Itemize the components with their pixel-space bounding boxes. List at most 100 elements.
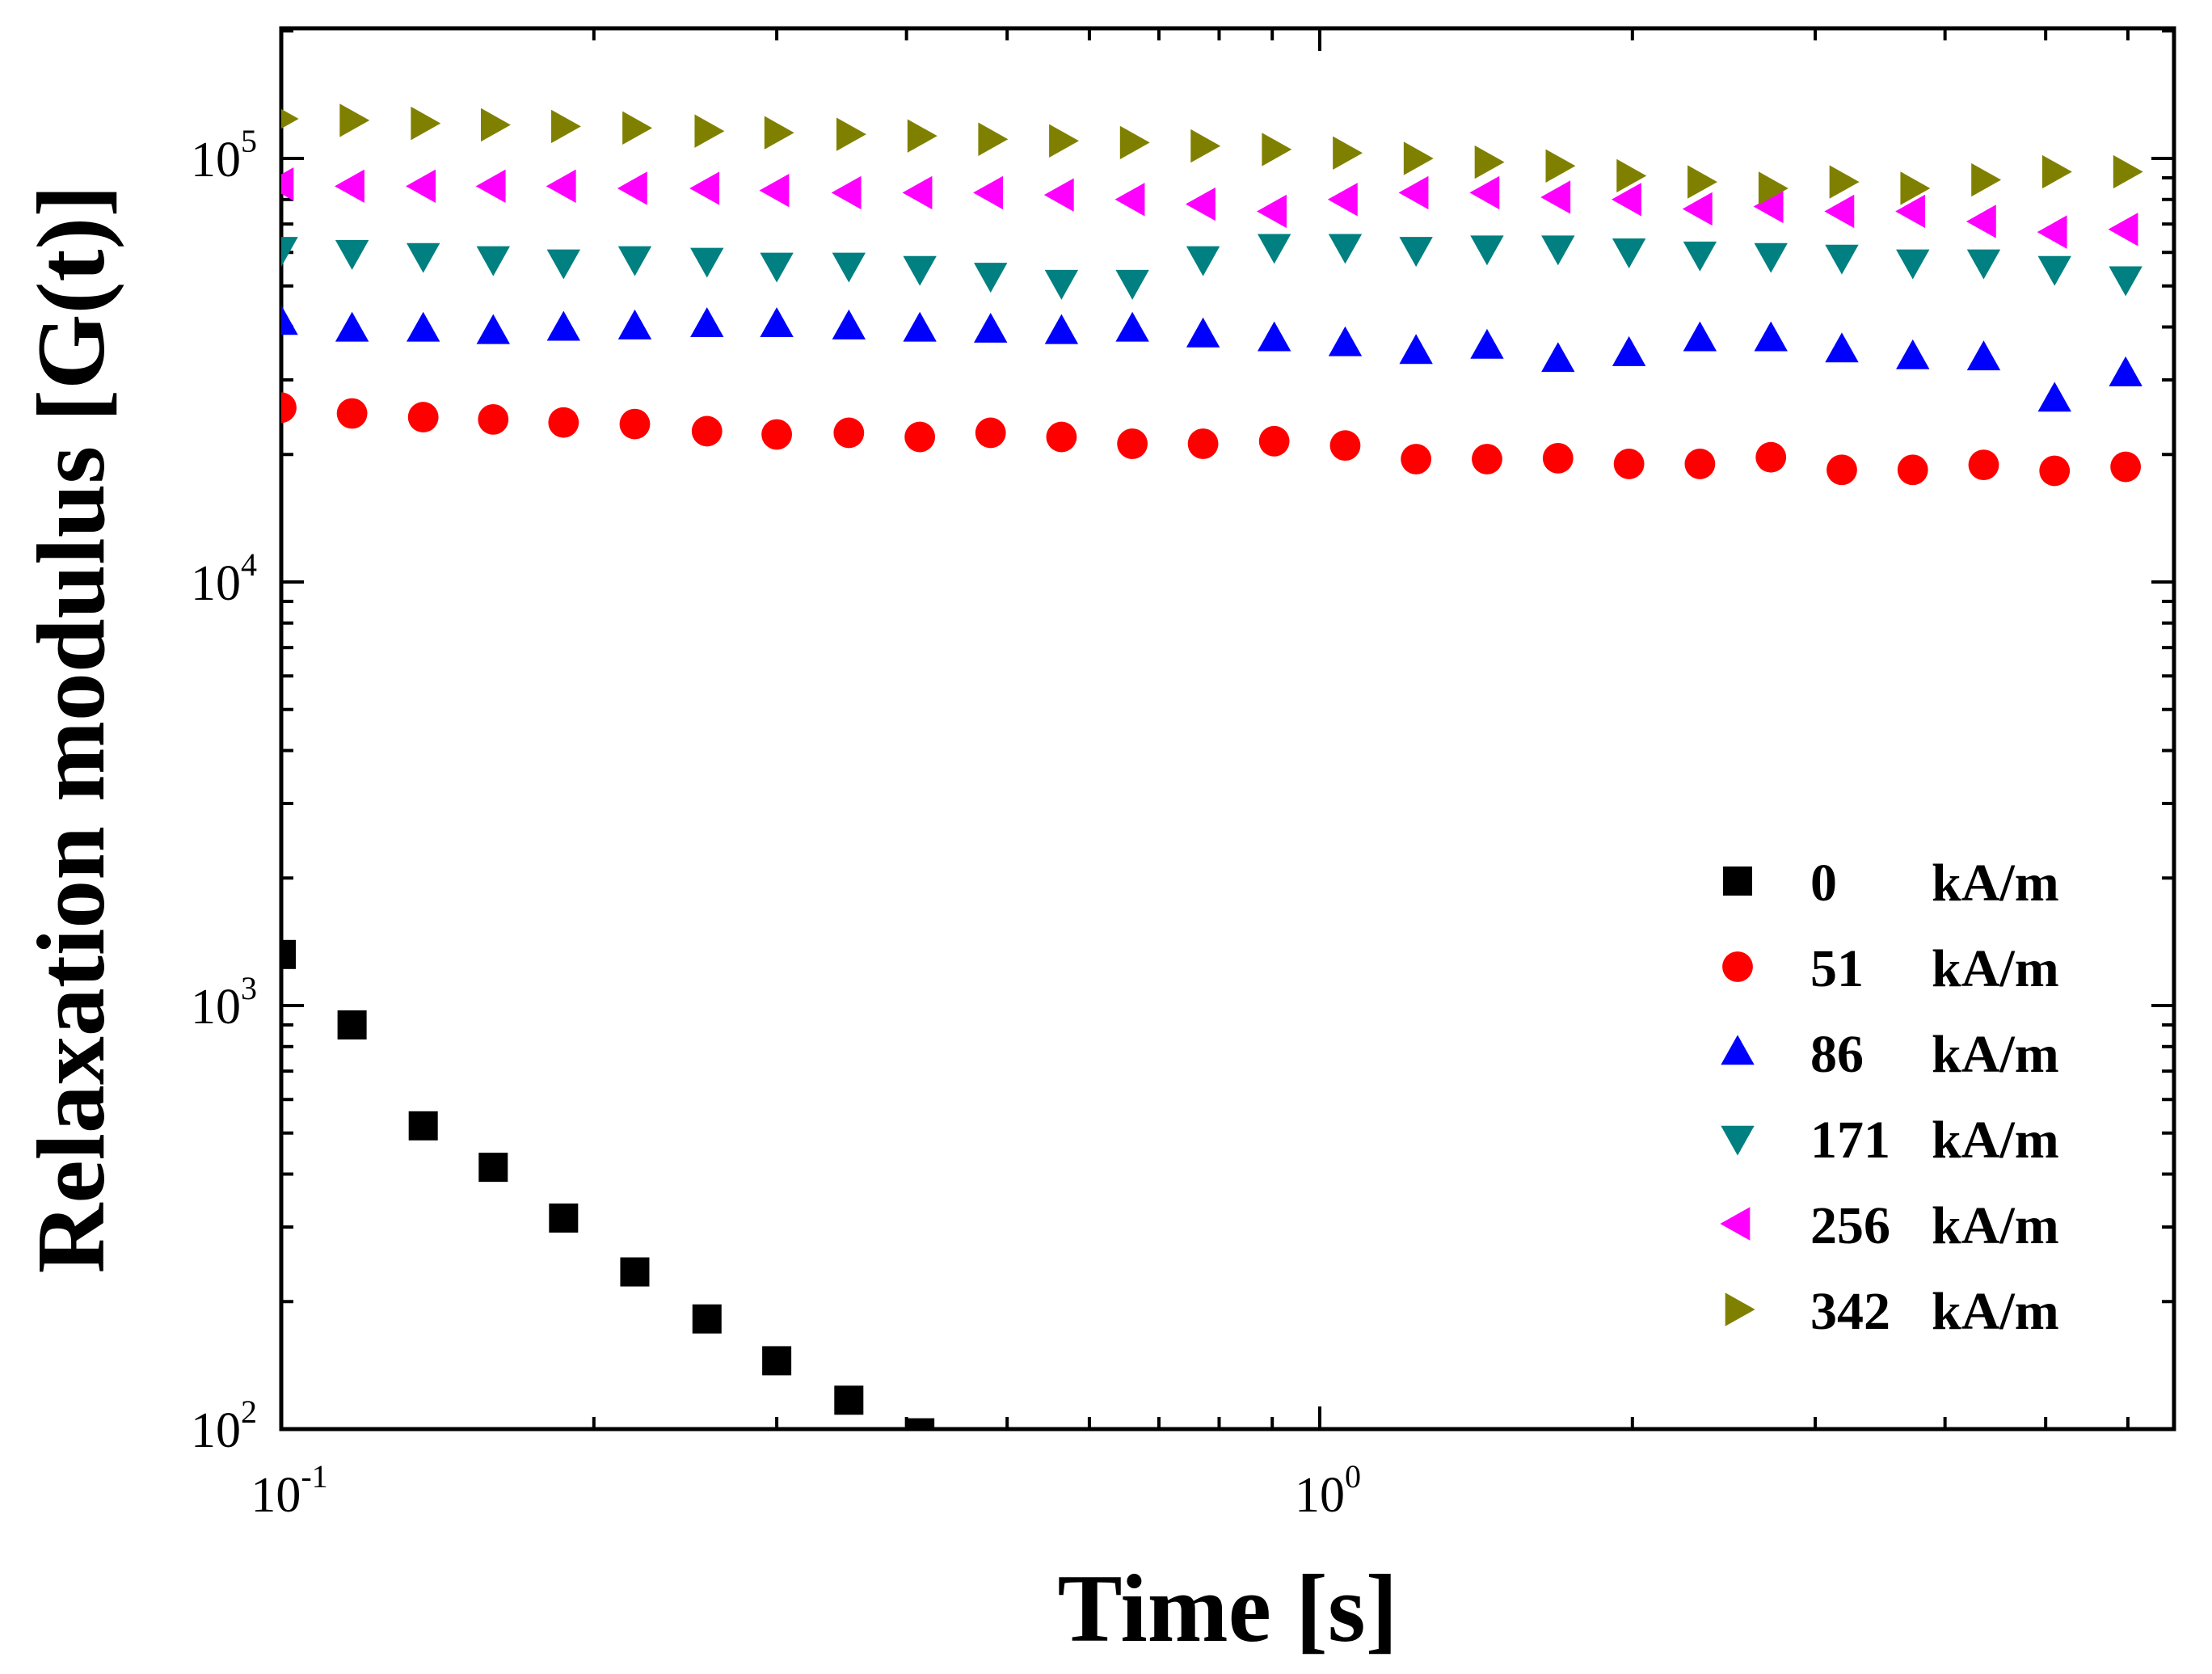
- data-point: [1616, 158, 1647, 193]
- legend-item: 0 kA/m: [1723, 854, 2059, 913]
- data-point: [1328, 234, 1363, 264]
- data-point: [1115, 269, 1149, 300]
- data-point: [281, 392, 297, 424]
- data-point: [1825, 244, 1859, 275]
- data-point: [692, 1304, 722, 1334]
- data-point: [1257, 194, 1287, 229]
- series-256: [281, 167, 2138, 249]
- legend: 0 kA/m 51 kA/m 86 kA/m 171 kA/m 256 kA/m 342 kA/m: [1720, 854, 2059, 1341]
- data-point: [760, 307, 794, 337]
- data-point: [973, 175, 1004, 210]
- data-point: [476, 246, 510, 276]
- legend-unit: kA/m: [1932, 1025, 2059, 1084]
- data-point: [1613, 449, 1645, 479]
- data-point: [620, 1257, 650, 1287]
- data-point: [337, 1010, 367, 1039]
- data-point: [478, 403, 509, 435]
- data-point: [1399, 334, 1433, 365]
- data-point: [832, 252, 866, 283]
- data-point: [1114, 183, 1145, 217]
- axis-tick-labels: 10-1 100 102 103 104 105: [191, 123, 1361, 1523]
- data-point: [335, 239, 369, 270]
- data-point: [2110, 451, 2142, 483]
- data-point: [1540, 180, 1571, 214]
- legend-value: 171: [1810, 1111, 1890, 1170]
- data-point: [831, 175, 862, 210]
- data-point: [902, 175, 933, 210]
- series-342: [281, 103, 2143, 205]
- data-point: [978, 122, 1009, 156]
- legend-value: 51: [1810, 939, 1864, 998]
- data-point: [1329, 430, 1361, 462]
- legend-marker: [1725, 1292, 1755, 1326]
- data-point: [762, 1346, 792, 1376]
- data-point: [475, 169, 506, 204]
- data-point: [1971, 162, 2002, 197]
- data-point: [406, 169, 436, 204]
- data-point: [1333, 136, 1363, 170]
- data-point: [549, 1203, 579, 1233]
- data-point: [2041, 154, 2072, 189]
- data-point: [1542, 442, 1574, 474]
- data-point: [281, 939, 296, 969]
- data-point: [1472, 444, 1502, 474]
- data-point: [1262, 133, 1292, 167]
- data-point: [836, 117, 866, 151]
- data-point: [1119, 125, 1150, 160]
- legend-marker: [1722, 951, 1753, 982]
- data-point: [546, 310, 581, 341]
- data-point: [1612, 335, 1646, 366]
- y-tick-label: 104: [191, 546, 257, 611]
- data-point: [1399, 237, 1433, 268]
- data-point: [1825, 332, 1859, 363]
- data-point: [903, 255, 937, 286]
- data-point: [1398, 175, 1429, 210]
- data-point: [691, 415, 723, 447]
- legend-value: 86: [1810, 1025, 1864, 1084]
- data-point: [907, 119, 937, 153]
- data-point: [339, 103, 370, 137]
- data-points: [281, 103, 2143, 1429]
- data-point: [406, 242, 440, 273]
- data-point: [546, 249, 581, 280]
- legend-marker: [1720, 1207, 1751, 1241]
- data-point: [1186, 317, 1220, 348]
- data-point: [336, 398, 368, 429]
- data-point: [2109, 266, 2142, 297]
- data-point: [903, 311, 937, 342]
- data-point: [1401, 444, 1432, 474]
- data-point: [2037, 382, 2071, 412]
- data-point: [551, 109, 581, 144]
- data-point: [478, 1153, 508, 1183]
- legend-unit: kA/m: [1932, 854, 2059, 913]
- data-point: [1541, 342, 1575, 373]
- data-point: [694, 114, 725, 148]
- y-tick-label: 102: [191, 1394, 257, 1458]
- data-point: [1541, 235, 1575, 266]
- data-point: [759, 173, 790, 208]
- data-point: [1049, 124, 1079, 158]
- data-point: [689, 171, 720, 205]
- legend-item: 171 kA/m: [1721, 1111, 2059, 1170]
- data-point: [1612, 183, 1641, 217]
- data-point: [1900, 171, 1931, 205]
- data-point: [974, 263, 1008, 293]
- data-point: [1758, 171, 1789, 205]
- data-point: [281, 305, 298, 335]
- data-point: [1897, 454, 1928, 486]
- data-point: [1117, 428, 1148, 459]
- data-point: [406, 311, 440, 342]
- data-point: [617, 171, 647, 205]
- data-point: [1966, 205, 1996, 238]
- x-tick-label: 10-1: [251, 1458, 327, 1523]
- legend-value: 256: [1810, 1196, 1890, 1255]
- data-point: [1966, 340, 2001, 371]
- data-point: [690, 247, 724, 278]
- y-axis-title: Relaxation modulus [G(t)]: [17, 185, 124, 1274]
- legend-item: 342 kA/m: [1725, 1282, 2059, 1341]
- data-point: [1682, 192, 1713, 226]
- data-point: [1684, 449, 1716, 479]
- data-point: [1258, 425, 1290, 457]
- data-point: [1545, 149, 1576, 183]
- legend-unit: kA/m: [1932, 1111, 2059, 1170]
